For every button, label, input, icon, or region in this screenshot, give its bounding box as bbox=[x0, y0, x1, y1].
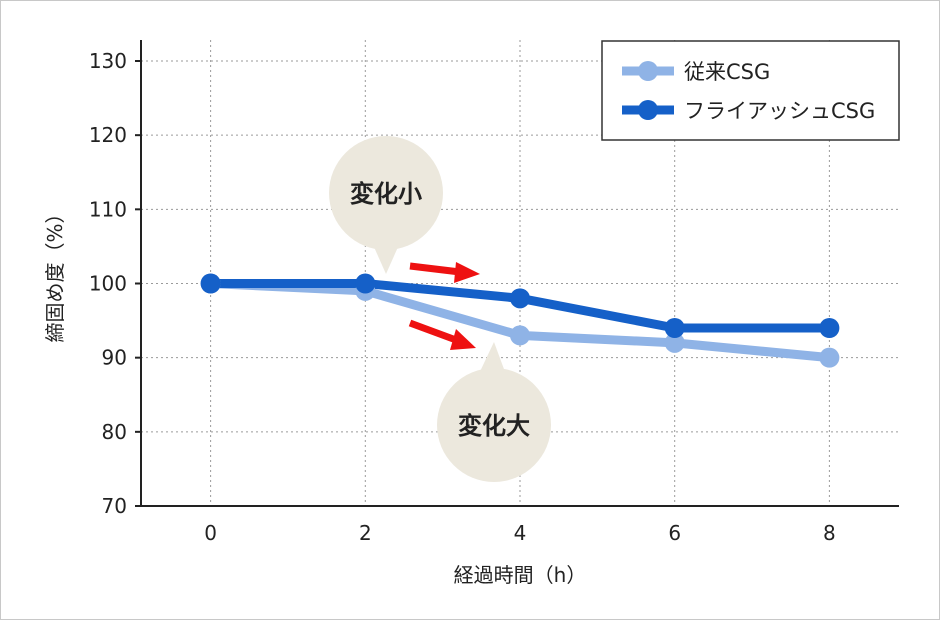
y-tick-label-100: 100 bbox=[89, 272, 127, 296]
series-1-point-1 bbox=[355, 273, 376, 294]
legend-marker-conventional bbox=[638, 61, 658, 81]
series-1-point-2 bbox=[510, 288, 530, 309]
annotation-large-change: 変化大 bbox=[437, 342, 551, 482]
legend-item-conventional: 従来CSG bbox=[622, 60, 770, 84]
bubble-small-change bbox=[329, 136, 443, 250]
x-tick-label-6: 6 bbox=[668, 521, 681, 545]
bubble-small-change-tail bbox=[370, 238, 402, 274]
arrow-lower bbox=[408, 319, 476, 350]
series-0-point-4 bbox=[819, 347, 840, 368]
series-1-point-0 bbox=[200, 273, 221, 294]
legend-item-flyash: フライアッシュCSG bbox=[622, 99, 875, 123]
series-0-point-3 bbox=[664, 332, 685, 353]
y-tick-label-80: 80 bbox=[102, 420, 127, 444]
bubble-large-change-tail bbox=[476, 342, 508, 380]
x-tick-label-8: 8 bbox=[823, 521, 836, 545]
y-tick-labels: 70 80 90 100 110 120 130 bbox=[89, 49, 141, 518]
x-tick-label-0: 0 bbox=[204, 521, 217, 545]
y-tick-label-90: 90 bbox=[102, 346, 127, 370]
y-tick-label-120: 120 bbox=[89, 123, 127, 147]
legend: 従来CSG フライアッシュCSG bbox=[601, 40, 900, 141]
x-tick-labels: 0 2 4 6 8 bbox=[204, 521, 836, 545]
series-1-point-3 bbox=[664, 318, 685, 338]
legend-label-flyash: フライアッシュCSG bbox=[684, 99, 875, 123]
x-tick-label-2: 2 bbox=[359, 521, 372, 545]
annotation-small-change-label: 変化小 bbox=[350, 180, 422, 208]
y-tick-label-110: 110 bbox=[89, 197, 127, 221]
series-layer bbox=[200, 273, 840, 368]
y-axis-label: 締固め度（%） bbox=[43, 203, 67, 342]
series-1-point-4 bbox=[819, 318, 840, 338]
annotation-small-change: 変化小 bbox=[329, 136, 443, 274]
arrow-upper bbox=[409, 262, 480, 283]
legend-box bbox=[601, 40, 900, 141]
series-0-point-2 bbox=[510, 325, 530, 346]
legend-marker-flyash bbox=[638, 100, 658, 120]
x-axis-label: 経過時間（h） bbox=[454, 563, 587, 587]
y-tick-label-130: 130 bbox=[89, 49, 127, 73]
annotation-large-change-label: 変化大 bbox=[458, 412, 530, 440]
bubble-large-change bbox=[437, 368, 551, 482]
x-tick-label-4: 4 bbox=[514, 521, 527, 545]
y-tick-label-70: 70 bbox=[102, 494, 127, 518]
legend-label-conventional: 従来CSG bbox=[684, 60, 770, 84]
